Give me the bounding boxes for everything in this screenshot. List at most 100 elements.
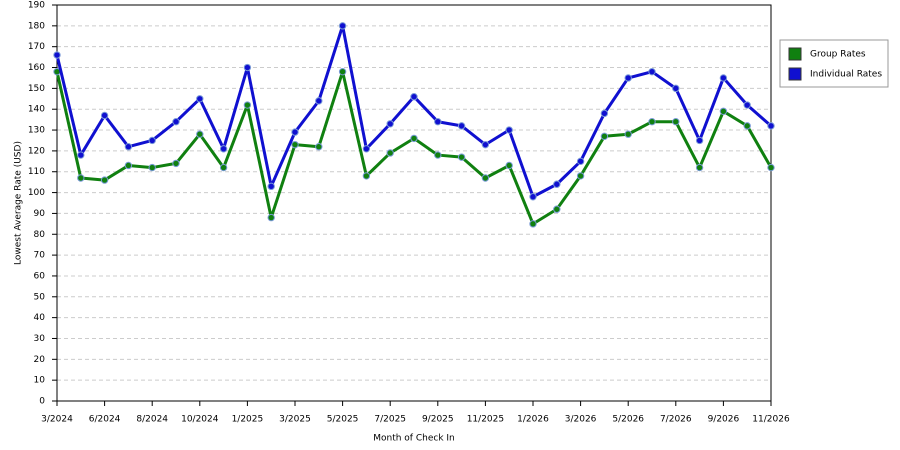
y-tick-label: 120 — [28, 146, 45, 156]
y-tick-label: 170 — [28, 42, 45, 52]
point — [362, 172, 371, 180]
point — [291, 140, 299, 149]
point — [719, 107, 728, 115]
point — [695, 136, 704, 145]
y-tick-label: 130 — [28, 126, 45, 136]
plot-frame — [56, 4, 772, 402]
point — [481, 174, 490, 182]
y-tick-label: 180 — [28, 21, 45, 31]
point — [148, 163, 156, 172]
point — [695, 163, 704, 172]
point — [172, 159, 180, 168]
point — [553, 205, 561, 213]
x-tick-label: 10/2024 — [181, 415, 219, 425]
x-tick-label: 8/2024 — [136, 415, 168, 425]
y-tick-label: 190 — [28, 1, 45, 11]
point — [743, 122, 751, 130]
y-tick-label: 20 — [34, 355, 46, 365]
point — [124, 161, 133, 170]
point — [434, 118, 442, 126]
x-tick-label: 7/2025 — [374, 415, 406, 425]
x-tick-label: 3/2024 — [41, 415, 73, 425]
x-tick-label: 3/2025 — [279, 415, 311, 425]
point — [362, 145, 371, 153]
point — [172, 118, 180, 126]
x-tick-label: 11/2026 — [752, 415, 790, 425]
point — [624, 130, 632, 138]
point — [386, 149, 394, 157]
point — [457, 153, 466, 161]
point — [219, 145, 228, 153]
point — [505, 161, 513, 170]
point — [719, 74, 728, 82]
point — [77, 174, 85, 182]
point — [410, 93, 418, 101]
point — [648, 67, 656, 76]
point — [100, 111, 109, 120]
point — [434, 151, 442, 159]
point — [53, 51, 61, 59]
y-tick-label: 40 — [34, 313, 46, 323]
x-tick-label: 9/2025 — [422, 415, 454, 425]
y-tick-label: 10 — [34, 376, 46, 386]
point — [148, 136, 156, 145]
y-tick-label: 60 — [34, 271, 46, 281]
x-tick-label: 5/2025 — [327, 415, 359, 425]
x-tick-label: 6/2024 — [89, 415, 121, 425]
legend-label: Group Rates — [810, 50, 866, 60]
point — [529, 220, 537, 228]
y-tick-label: 50 — [34, 292, 46, 302]
point — [77, 151, 85, 159]
point — [315, 97, 323, 105]
x-tick-label: 9/2026 — [708, 415, 740, 425]
point — [100, 176, 109, 184]
point — [672, 118, 680, 126]
point — [338, 67, 347, 76]
point — [576, 172, 585, 180]
point — [267, 182, 275, 191]
point — [600, 132, 609, 141]
point — [481, 140, 490, 149]
y-tick-label: 70 — [34, 251, 46, 261]
point — [457, 122, 466, 130]
y-tick-label: 140 — [28, 105, 45, 115]
point — [243, 101, 252, 109]
y-axis-title: Lowest Average Rate (USD) — [14, 141, 24, 265]
point — [386, 120, 394, 128]
y-tick-label: 160 — [28, 63, 45, 73]
point — [196, 130, 204, 138]
x-axis-title: Month of Check In — [373, 434, 455, 444]
point — [576, 157, 585, 166]
y-tick-label: 150 — [28, 84, 45, 94]
point — [338, 22, 347, 30]
point — [219, 163, 228, 172]
point — [410, 134, 418, 143]
point — [648, 118, 656, 126]
x-tick-label: 3/2026 — [565, 415, 597, 425]
y-tick-label: 80 — [34, 230, 46, 240]
y-tick-label: 30 — [34, 334, 46, 344]
point — [315, 143, 323, 151]
x-tick-label: 1/2026 — [517, 415, 549, 425]
legend-swatch — [788, 67, 802, 81]
x-tick-label: 5/2026 — [612, 415, 644, 425]
legend-label: Individual Rates — [810, 70, 882, 80]
point — [600, 109, 609, 118]
x-tick-label: 11/2025 — [467, 415, 504, 425]
series-line — [55, 24, 772, 199]
x-tick-label: 1/2025 — [232, 415, 264, 425]
point — [624, 74, 632, 82]
point — [124, 143, 133, 151]
y-tick-label: 110 — [28, 167, 45, 177]
x-tick-label: 7/2026 — [660, 415, 692, 425]
point — [267, 213, 275, 222]
y-tick-label: 90 — [34, 209, 46, 219]
point — [767, 122, 775, 130]
point — [291, 128, 299, 136]
y-tick-label: 100 — [28, 188, 45, 198]
point — [505, 126, 513, 134]
point — [672, 84, 680, 93]
point — [767, 163, 775, 172]
point — [743, 101, 751, 109]
